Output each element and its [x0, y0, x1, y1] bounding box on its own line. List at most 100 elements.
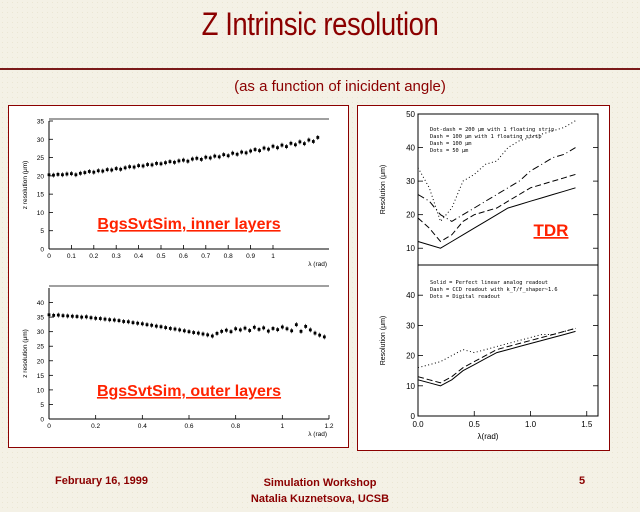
chart-right-top: 10 20 30 40 50 Resolution (μm) Dot-dash = 200 … [380, 110, 599, 266]
y-tick-label: 10 [406, 382, 415, 391]
data-point [204, 155, 208, 159]
data-point [145, 323, 149, 327]
y-tick-label: 40 [37, 300, 45, 307]
slide-subtitle: (as a function of inicident angle) [234, 78, 446, 95]
data-point [74, 173, 78, 177]
data-point [290, 329, 294, 333]
data-point [98, 317, 102, 320]
data-point [266, 329, 270, 333]
x-tick-label: 0 [47, 423, 51, 430]
y-tick-label: 15 [37, 192, 45, 199]
y-axis-label: z resolution (μm) [22, 329, 29, 378]
footer-page-number: 5 [579, 475, 586, 487]
data-point [52, 173, 55, 177]
x-tick-label: 0.8 [224, 253, 233, 260]
data-point [231, 151, 235, 155]
legend-entry: Dash = 100 μm [430, 141, 471, 147]
chart-title: BgsSvtSim, inner layers [97, 216, 280, 233]
data-point [61, 314, 65, 318]
footer-event: Simulation Workshop [263, 477, 377, 489]
legend-entry: Dots = 50 μm [430, 148, 468, 154]
y-tick-label: 10 [37, 387, 45, 394]
data-point [89, 316, 93, 320]
y-tick-label: 10 [406, 244, 415, 253]
data-point [136, 321, 140, 325]
x-axis-label: λ (rad) [308, 431, 327, 438]
chart-left-bottom: 0 5 10 15 20 25 30 35 40 0 0.2 0.4 0.6 0.8 1 1.2λ (rad)… [22, 285, 334, 438]
series-line-dot-dash [417, 147, 576, 222]
data-point [126, 320, 130, 324]
data-point [164, 161, 167, 165]
series-line-dots [417, 120, 576, 223]
data-point [213, 154, 217, 158]
y-tick-label: 20 [406, 352, 415, 361]
series-line-dash [417, 173, 576, 243]
data-point [249, 149, 252, 153]
data-point [285, 145, 288, 148]
data-point [267, 147, 270, 151]
chart-left-top: 0 5 10 15 20 25 30 35 0 0.1 0.2 0.3 0.4 0.5 0.6 0.7 0.8 0… [22, 119, 329, 268]
series-line-dash [417, 327, 576, 384]
data-point [196, 331, 200, 335]
data-point [192, 331, 196, 334]
x-tick-label: 0.5 [156, 253, 165, 260]
data-point [78, 171, 82, 175]
right-figure: 10 20 30 40 50 Resolution (μm) Dot-dash = 200 … [380, 110, 599, 441]
x-tick-label: 0.4 [134, 253, 143, 260]
data-point [56, 172, 60, 176]
data-point [80, 315, 84, 319]
data-point [110, 168, 114, 172]
data-point [87, 170, 91, 173]
data-point [96, 169, 100, 173]
series-line-solid [417, 187, 576, 249]
data-point [240, 150, 244, 154]
data-point [224, 328, 228, 332]
legend-entry: Dot-dash = 200 μm with 1 floating strip [430, 127, 554, 133]
data-point [294, 143, 297, 147]
data-point [137, 164, 140, 168]
data-point [220, 329, 224, 333]
data-point [294, 323, 298, 327]
data-point [322, 335, 326, 339]
data-point [186, 159, 190, 163]
series-line-solid [417, 330, 576, 387]
data-point [217, 155, 221, 159]
data-point [168, 327, 172, 330]
right-figure-panel: 10 20 30 40 50 Resolution (μm) Dot-dash = 200 … [357, 105, 610, 451]
data-point [234, 327, 238, 331]
data-point [154, 324, 158, 328]
x-tick-label: 1.2 [324, 423, 333, 430]
x-tick-label: 1 [271, 253, 275, 260]
data-point [238, 328, 242, 332]
y-tick-label: 5 [40, 228, 44, 235]
y-tick-label: 0 [411, 412, 416, 421]
data-point [101, 169, 105, 173]
y-tick-label: 10 [37, 210, 45, 217]
data-point [146, 163, 149, 166]
x-tick-label: 0.0 [412, 420, 424, 429]
title-rule [0, 68, 640, 70]
y-tick-label: 0 [40, 417, 44, 424]
legend-entry: Dash = CCD readout with k_T/f_shaper~1.6 [430, 287, 558, 293]
data-point [140, 322, 144, 326]
series-line-dots [417, 327, 576, 369]
data-point [114, 167, 118, 170]
y-tick-label: 20 [37, 173, 45, 180]
data-point [52, 313, 56, 317]
data-point [271, 327, 275, 330]
x-tick-label: 0.6 [184, 423, 193, 430]
data-point [318, 333, 322, 337]
data-point [280, 325, 284, 329]
data-point [304, 325, 308, 328]
y-tick-label: 30 [406, 321, 415, 330]
x-tick-label: 0.2 [89, 253, 98, 260]
data-point [252, 325, 256, 329]
data-point [168, 160, 172, 163]
y-tick-label: 15 [37, 373, 45, 380]
data-point [66, 314, 70, 318]
data-point [190, 157, 194, 161]
y-tick-label: 5 [40, 402, 44, 409]
data-point [226, 154, 230, 158]
data-point [298, 140, 302, 144]
data-point [195, 156, 199, 160]
